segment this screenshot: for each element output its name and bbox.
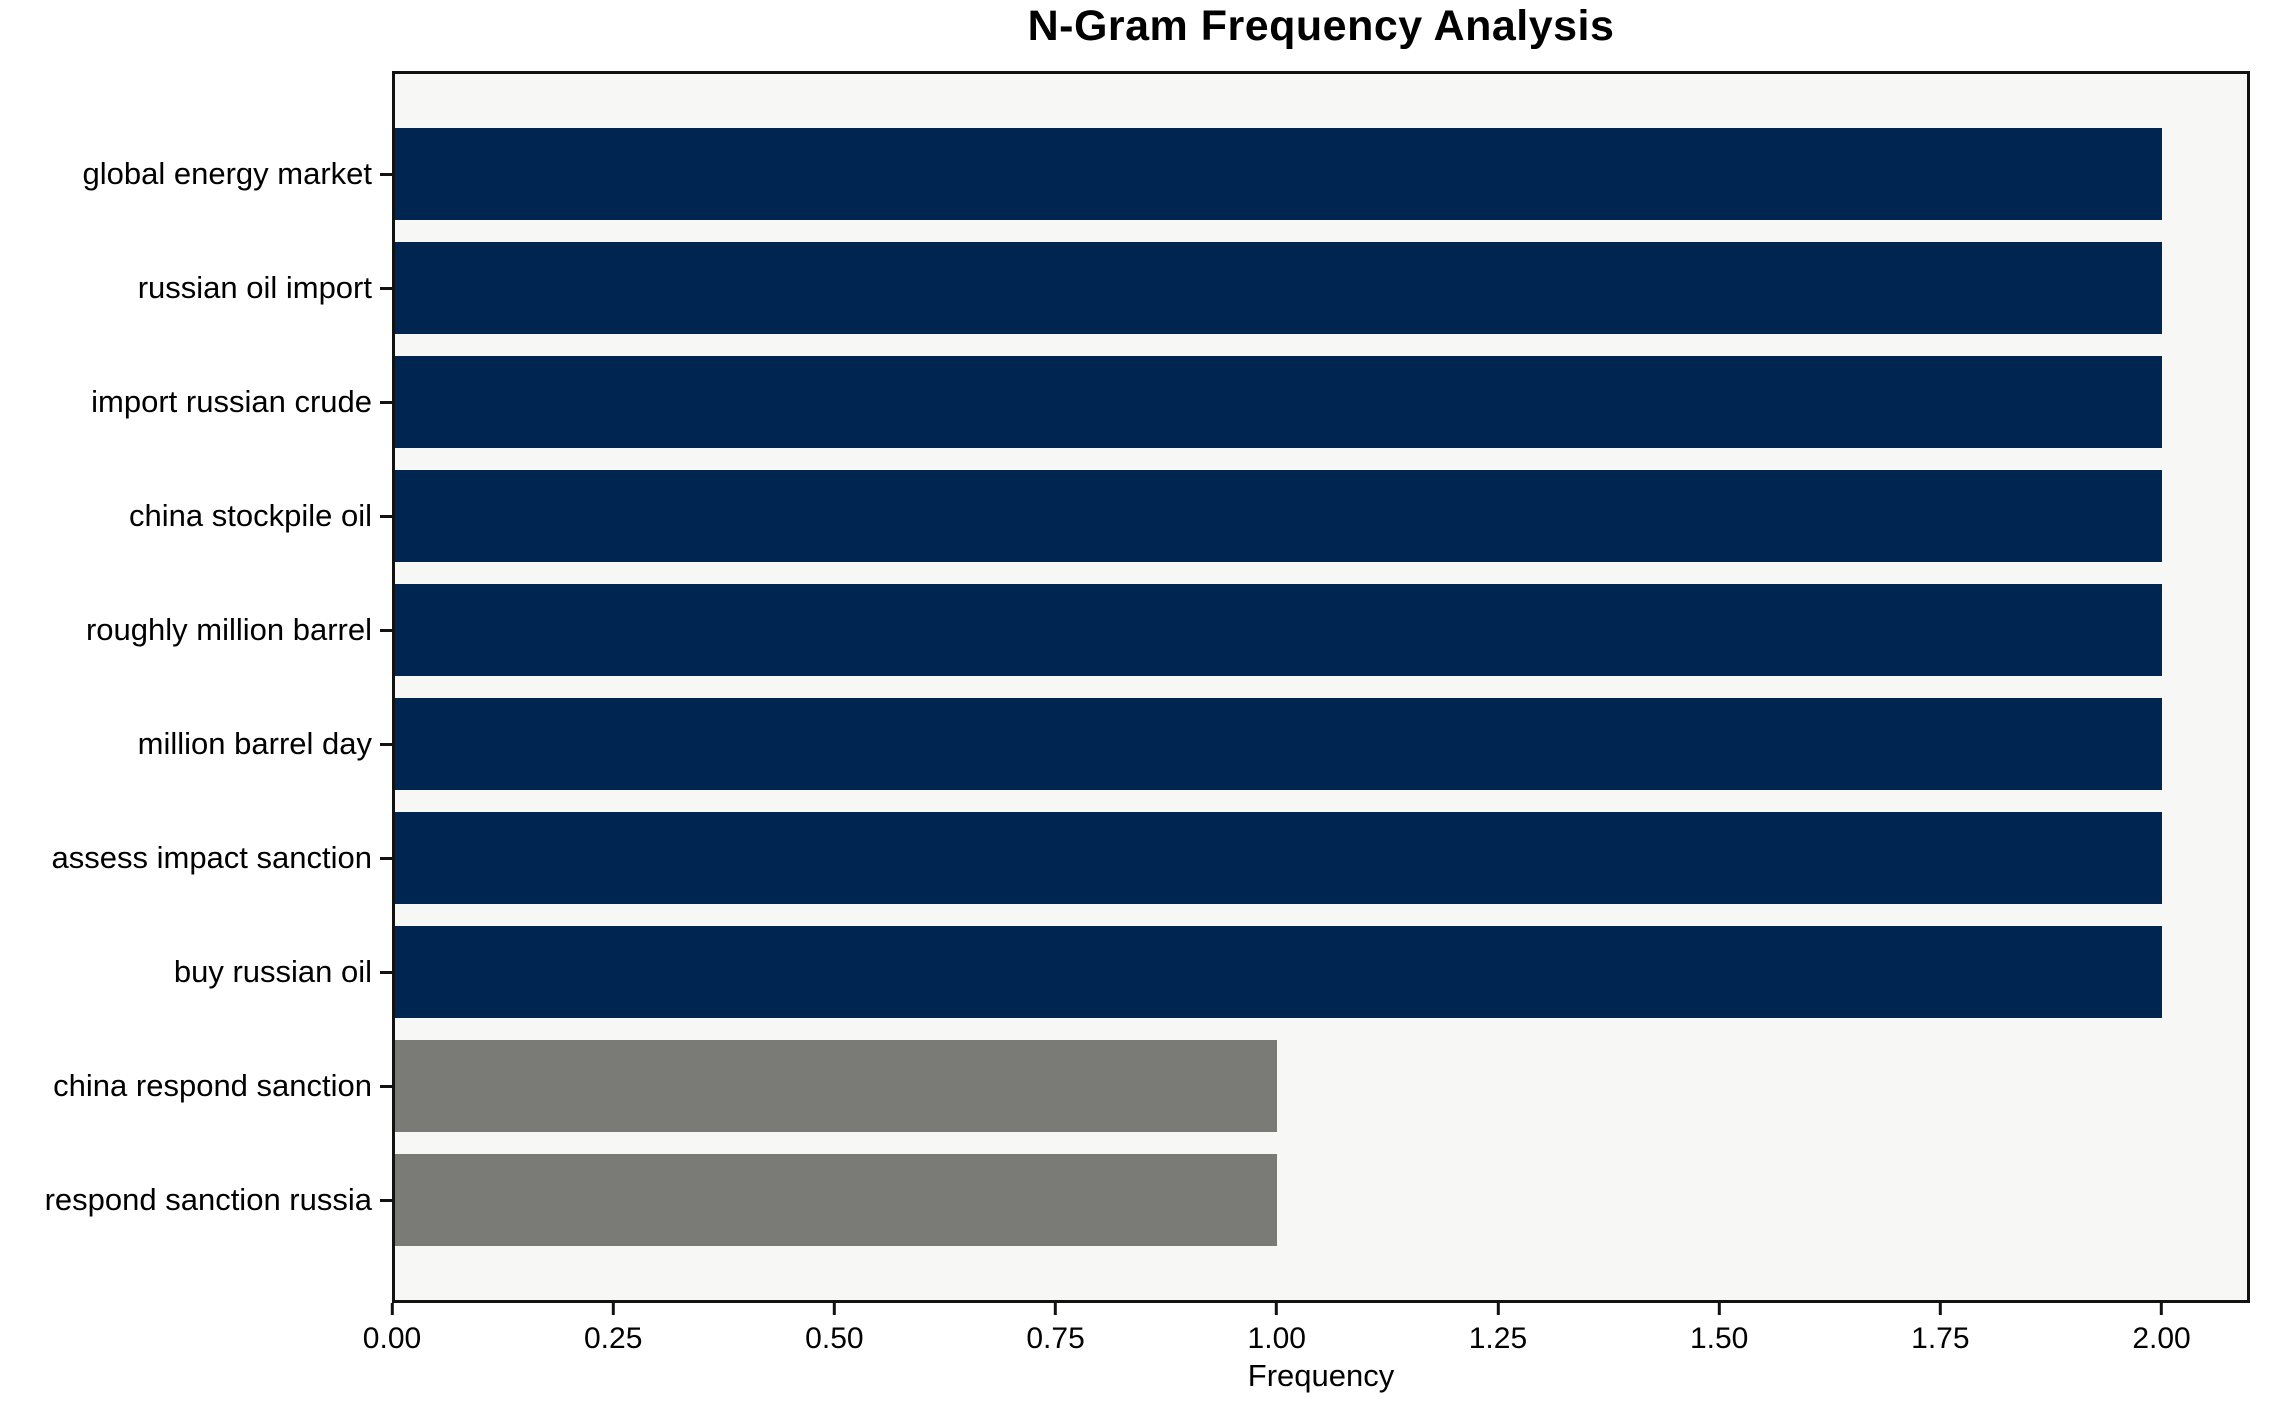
bar-track <box>392 345 2250 459</box>
bar-row: respond sanction russia <box>0 1143 2250 1257</box>
x-tick-mark <box>1275 1303 1279 1315</box>
y-tick-mark <box>380 856 392 860</box>
x-tick-mark <box>1717 1303 1721 1315</box>
x-tick-label: 0.75 <box>1026 1322 1085 1355</box>
bar-track <box>392 1029 2250 1143</box>
bars-and-category-labels: global energy market russian oil import im… <box>0 71 2250 1303</box>
bar-track <box>392 915 2250 1029</box>
x-tick-label: 0.25 <box>583 1322 643 1355</box>
bar-row: import russian crude <box>0 345 2250 459</box>
x-axis-label: Frequency <box>1247 1358 1395 1393</box>
y-category-label: assess impact sanction <box>51 840 372 875</box>
bar-row: million barrel day <box>0 687 2250 801</box>
x-tick: 0.50 <box>805 1303 864 1356</box>
bar-row: china respond sanction <box>0 1029 2250 1143</box>
y-category-label: global energy market <box>82 156 373 191</box>
chart-title: N-Gram Frequency Analysis <box>1027 2 1615 50</box>
bar-row: global energy market <box>0 117 2250 231</box>
x-tick: 0.00 <box>363 1303 421 1356</box>
y-category-label: million barrel day <box>137 726 372 761</box>
bar-row: roughly million barrel <box>0 573 2250 687</box>
y-tick-mark <box>380 400 392 404</box>
y-tick-mark <box>380 514 392 518</box>
bar-track <box>392 117 2250 231</box>
x-tick: 0.75 <box>1026 1303 1085 1356</box>
x-tick-mark <box>390 1303 394 1315</box>
x-tick-label: 1.25 <box>1468 1322 1528 1355</box>
y-category-label: russian oil import <box>137 270 372 305</box>
x-tick-mark <box>832 1303 836 1315</box>
bar-row: buy russian oil <box>0 915 2250 1029</box>
x-tick: 0.25 <box>584 1303 642 1356</box>
bar-row: assess impact sanction <box>0 801 2250 915</box>
x-tick-mark <box>1938 1303 1942 1315</box>
x-tick-mark <box>1496 1303 1500 1315</box>
frequency-bar <box>392 926 2162 1018</box>
x-tick-mark <box>611 1303 615 1315</box>
y-category-label: buy russian oil <box>173 954 372 989</box>
bar-row: russian oil import <box>0 231 2250 345</box>
frequency-bar <box>392 698 2162 790</box>
x-tick-mark <box>2160 1303 2164 1315</box>
y-tick-mark <box>380 172 392 176</box>
x-tick-mark <box>1054 1303 1058 1315</box>
bar-track <box>392 801 2250 915</box>
y-tick-mark <box>380 1084 392 1088</box>
x-tick: 1.25 <box>1469 1303 1527 1356</box>
x-tick-label: 1.75 <box>1911 1322 1970 1355</box>
frequency-bar <box>392 1040 1277 1132</box>
x-tick: 1.75 <box>1911 1303 1970 1356</box>
x-tick: 1.50 <box>1690 1303 1748 1356</box>
y-category-label: roughly million barrel <box>85 612 372 647</box>
y-tick-mark <box>380 628 392 632</box>
x-tick-label: 1.50 <box>1689 1322 1749 1355</box>
x-axis-ticks: 0.00 0.25 0.50 0.75 1.00 1.25 1.50 1.75 2.00 <box>363 1303 2250 1365</box>
y-category-label: respond sanction russia <box>44 1182 372 1217</box>
y-tick-mark <box>380 1198 392 1202</box>
x-tick-label: 0.50 <box>805 1322 864 1355</box>
bar-track <box>392 1143 2250 1257</box>
bar-track <box>392 687 2250 801</box>
x-tick-label: 2.00 <box>2132 1322 2191 1355</box>
x-tick-label: 0.00 <box>362 1322 422 1355</box>
frequency-bar <box>392 128 2162 220</box>
y-tick-mark <box>380 286 392 290</box>
bar-track <box>392 459 2250 573</box>
y-category-label: china respond sanction <box>53 1068 372 1103</box>
bar-row: china stockpile oil <box>0 459 2250 573</box>
x-tick-label: 1.00 <box>1247 1322 1306 1355</box>
frequency-bar <box>392 242 2162 334</box>
frequency-bar <box>392 356 2162 448</box>
bar-track <box>392 573 2250 687</box>
frequency-bar <box>392 1154 1277 1246</box>
frequency-bar <box>392 470 2162 562</box>
y-tick-mark <box>380 970 392 974</box>
y-category-label: import russian crude <box>91 384 372 419</box>
x-tick: 2.00 <box>2132 1303 2191 1356</box>
frequency-bar <box>392 584 2162 676</box>
frequency-bar <box>392 812 2162 904</box>
bar-track <box>392 231 2250 345</box>
y-category-label: china stockpile oil <box>129 498 372 533</box>
y-tick-mark <box>380 742 392 746</box>
x-tick: 1.00 <box>1248 1303 1306 1356</box>
